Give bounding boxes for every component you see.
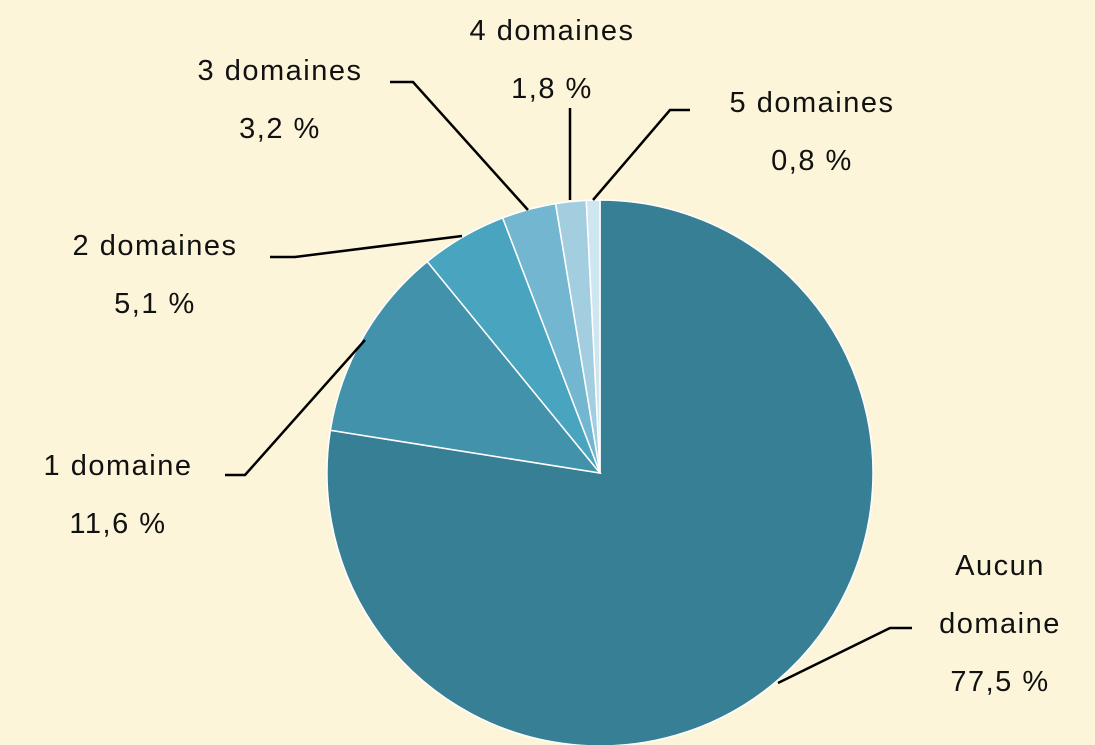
slice-label: Aucun domaine 77,5 % [915,537,1085,711]
category-label: 4 domaines [469,15,635,47]
category-label: 3 domaines [197,55,363,87]
leader-line [592,108,690,201]
category-label: 5 domaines [729,87,895,119]
pie-slice [326,199,874,745]
value-label: 77,5 % [950,666,1050,698]
category-label: 2 domaines [72,230,238,262]
leader-line [390,80,529,211]
value-label: 0,8 % [771,145,853,177]
value-label: 11,6 % [69,508,167,540]
slice-label: 3 domaines 3,2 % [198,42,363,158]
slice-label: 2 domaines 5,1 % [73,217,238,333]
leader-line [225,339,366,477]
value-label: 1,8 % [511,73,593,105]
category-label: 1 domaine [43,450,193,482]
category-label: Aucun domaine [939,550,1061,640]
slice-label: 5 domaines 0,8 % [730,74,895,190]
value-label: 3,2 % [239,113,321,145]
value-label: 5,1 % [114,288,196,320]
leader-line [270,234,463,259]
pie-slice [329,260,602,475]
slice-label: 4 domaines 1,8 % [470,2,635,118]
leader-line [777,626,912,685]
slice-label: 1 domaine 11,6 % [44,437,193,553]
